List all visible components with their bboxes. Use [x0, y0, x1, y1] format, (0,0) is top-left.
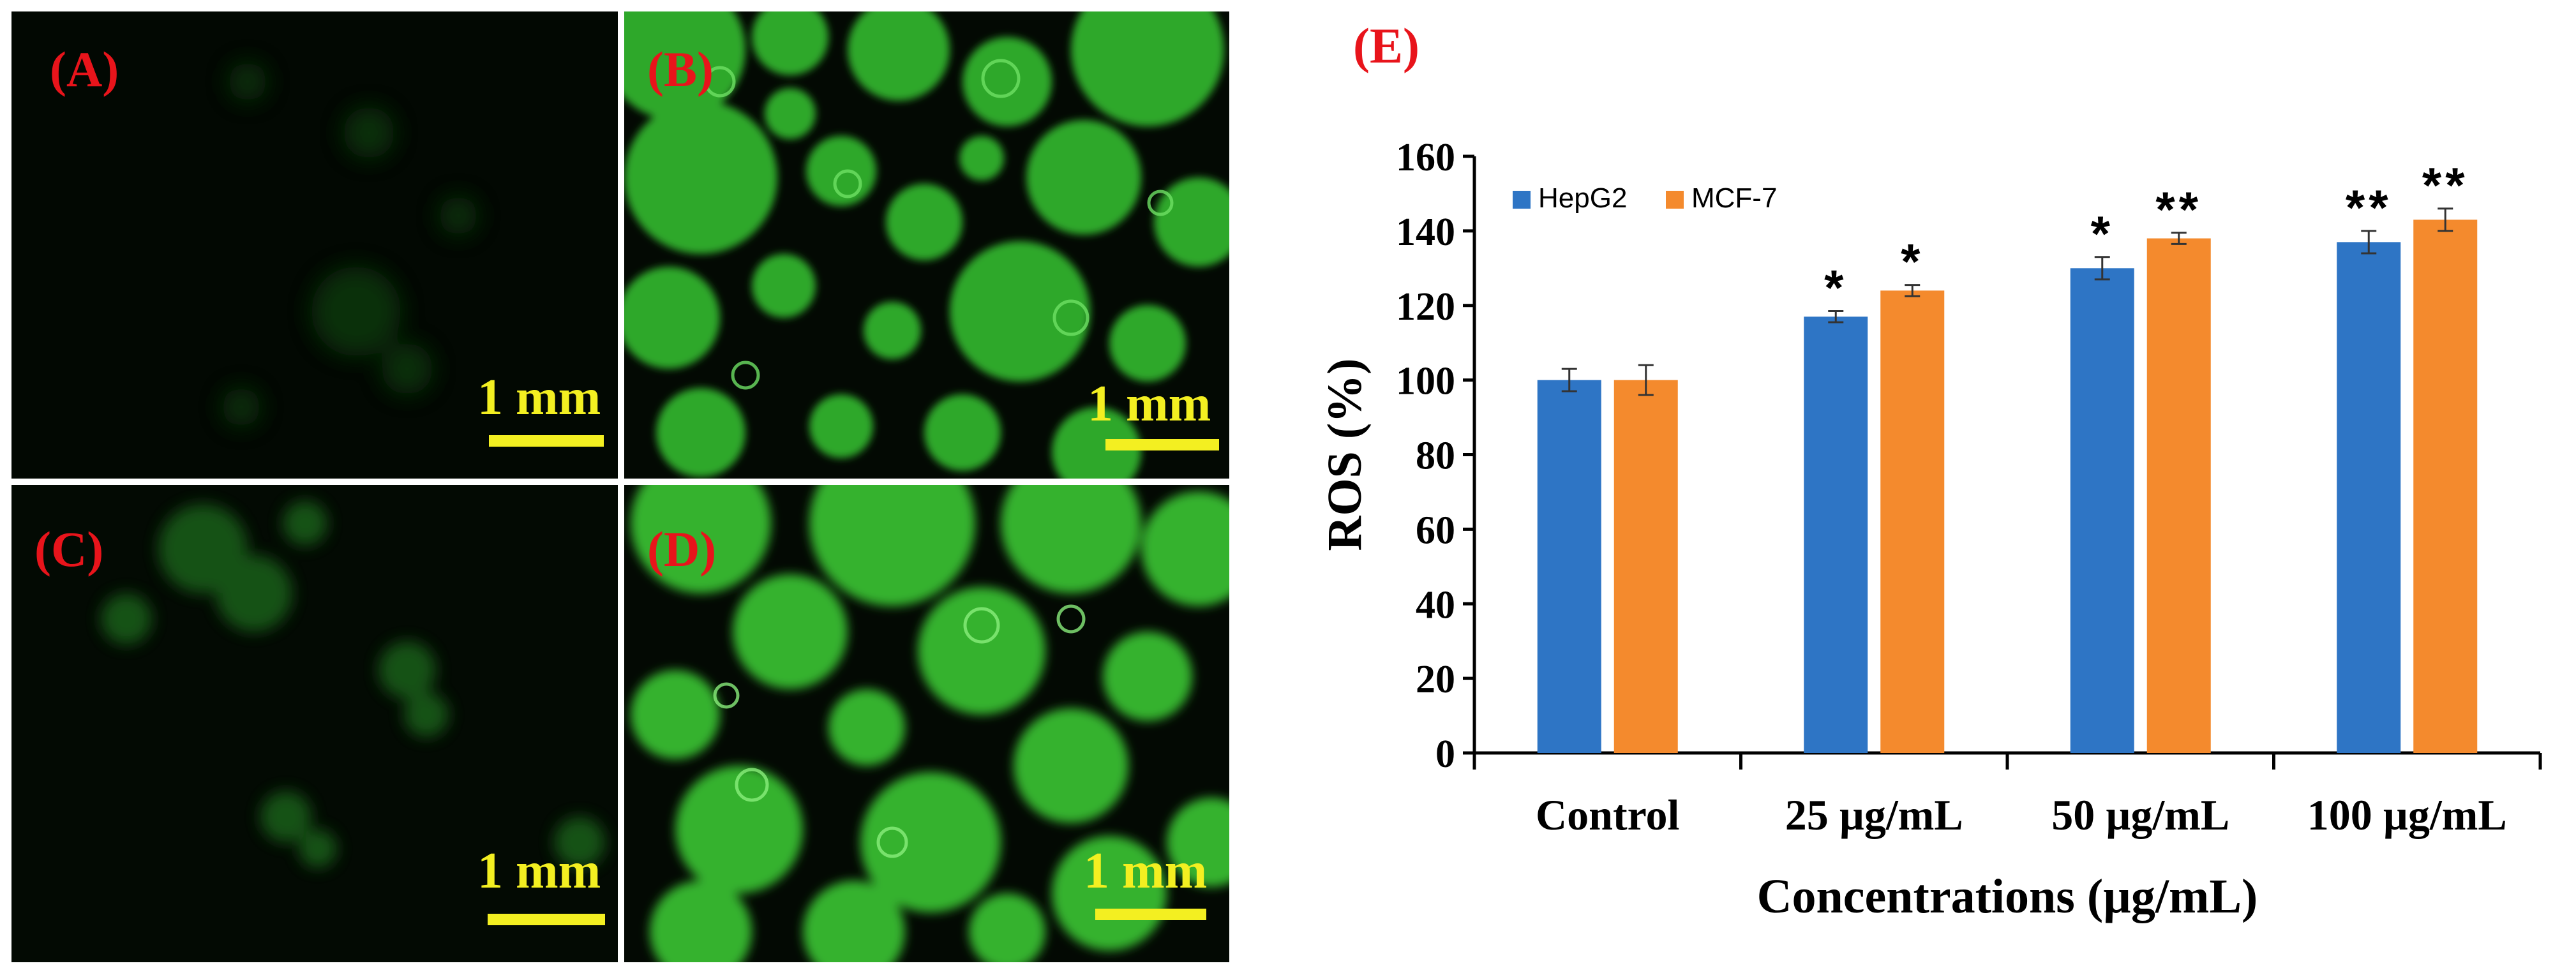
- legend-label: MCF-7: [1691, 182, 1777, 214]
- panel-b-scale-label: 1 mm: [1088, 376, 1211, 432]
- bar-hepg2: [1804, 316, 1868, 753]
- legend-swatch: [1666, 191, 1684, 209]
- panel-d-scale-label: 1 mm: [1084, 843, 1208, 899]
- y-tick-label: 140: [1396, 211, 1455, 254]
- y-tick-label: 100: [1396, 360, 1455, 403]
- y-tick-label: 40: [1416, 583, 1455, 627]
- significance-marker: **: [2422, 157, 2469, 213]
- bar-mcf7: [1880, 290, 1945, 753]
- y-tick-label: 160: [1396, 136, 1455, 179]
- x-tick-label: 100 µg/mL: [2307, 791, 2507, 839]
- x-tick-label: 25 µg/mL: [1785, 791, 1963, 839]
- panel-d-image: [631, 485, 1229, 962]
- y-tick-label: 20: [1416, 658, 1455, 701]
- significance-marker: **: [2155, 181, 2202, 237]
- legend-label: HepG2: [1538, 182, 1627, 214]
- x-tick-label: Control: [1536, 791, 1679, 839]
- panel-c-scale-bar: [488, 914, 605, 925]
- significance-marker: *: [2091, 205, 2114, 262]
- legend-swatch: [1513, 191, 1531, 209]
- ros-bar-chart: (E) 0 20 40 60 80 100 120 140 160 Control 25 µg/mL *…: [1318, 18, 2542, 923]
- significance-marker: *: [1824, 260, 1847, 316]
- panel-a: (A) 1 mm: [11, 11, 618, 479]
- significance-marker: *: [1901, 234, 1924, 290]
- y-axis-label: ROS (%): [1318, 359, 1372, 551]
- panel-d-scale-bar: [1095, 909, 1206, 920]
- panel-b-image: [624, 11, 1229, 479]
- bar-hepg2: [2337, 242, 2401, 753]
- panel-b-scale-bar: [1105, 439, 1219, 450]
- panel-c-label: (C): [34, 521, 104, 577]
- y-tick-label: 0: [1435, 733, 1455, 776]
- panel-a-scale-bar: [489, 435, 604, 447]
- panel-c: (C) 1 mm: [11, 485, 618, 962]
- y-tick-label: 80: [1416, 435, 1455, 478]
- x-axis-label: Concentrations (µg/mL): [1757, 870, 2258, 923]
- panel-d-label: (D): [647, 521, 717, 577]
- panel-e-label: (E): [1353, 18, 1419, 73]
- panel-c-image: [101, 501, 605, 868]
- panel-c-scale-label: 1 mm: [477, 843, 601, 899]
- panel-d: (D) 1 mm: [624, 485, 1229, 962]
- bar-hepg2: [1537, 380, 1601, 753]
- significance-marker: **: [2346, 179, 2392, 235]
- bar-mcf7: [1614, 380, 1678, 753]
- y-tick-label: 120: [1396, 285, 1455, 329]
- panel-a-scale-label: 1 mm: [477, 369, 601, 426]
- x-tick-label: 50 µg/mL: [2051, 791, 2229, 839]
- bar-hepg2: [2070, 268, 2134, 753]
- bar-mcf7: [2413, 220, 2478, 753]
- panel-b-label: (B): [647, 41, 714, 97]
- panel-a-image: [222, 63, 477, 426]
- bar-mcf7: [2146, 238, 2211, 753]
- panel-b: (B) 1 mm: [624, 11, 1229, 479]
- y-tick-label: 60: [1416, 509, 1455, 552]
- panel-a-label: (A): [50, 41, 119, 97]
